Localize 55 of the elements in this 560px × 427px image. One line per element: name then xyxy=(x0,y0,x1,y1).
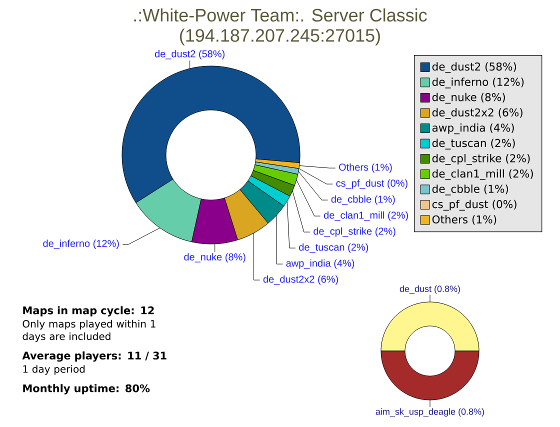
legend-label: de_dust2 xyxy=(432,62,480,74)
text: (0%) xyxy=(388,179,408,189)
text: (8%) xyxy=(481,92,505,102)
legend-label: de_inferno xyxy=(432,78,488,88)
text: Monthly uptime: 80% xyxy=(23,384,150,394)
text: 1 day period xyxy=(23,365,85,375)
category-label: cs_pf_dust xyxy=(336,179,384,189)
text: Only maps played within 1 days are included xyxy=(22,320,156,342)
data-label: (58%) xyxy=(199,50,225,60)
data-label: (0.8%) xyxy=(434,285,460,294)
slice-label: aim_sk_usp_deagle xyxy=(376,408,456,417)
text: Maps in map cycle: 12 xyxy=(23,306,154,316)
data-label: (4%) xyxy=(334,259,354,269)
text: (58%) xyxy=(485,62,516,72)
legend-label: de_cpl_strike xyxy=(432,154,502,165)
chart-title: .:White-Power Team:. Server Classic xyxy=(134,8,427,22)
text: (1%) xyxy=(484,184,508,194)
data-label: (2%) xyxy=(375,227,396,237)
legend-label: Others xyxy=(432,215,468,224)
slice-label: de_tuscan xyxy=(299,243,344,253)
text: (2%) xyxy=(491,138,515,148)
slice-label: de_cpl_strike xyxy=(314,227,372,237)
chart-subtitle: (194.187.207.245:27015) xyxy=(180,28,380,46)
data-label: (1%) xyxy=(372,163,392,173)
legend-label: de_dust2x2 xyxy=(432,108,494,119)
text: (4%) xyxy=(490,123,514,134)
slice-label: Others xyxy=(339,163,368,171)
data-label: (6%) xyxy=(318,275,338,285)
text: (1%) xyxy=(472,215,496,225)
slice-label: de_cbble xyxy=(331,195,372,205)
text: (6%) xyxy=(498,108,522,118)
text: (0%) xyxy=(492,200,516,210)
legend-label: awp_india xyxy=(432,123,485,134)
text: (2%) xyxy=(509,169,533,179)
data-label: (12%) xyxy=(93,240,119,249)
slice-label: de_inferno xyxy=(43,240,90,249)
slice-label: de_dust2x2 xyxy=(263,275,314,285)
slice-label: de_dust2 xyxy=(154,50,196,60)
data-label: (0.8%) xyxy=(458,408,484,417)
text: Average players: 11 / 31 xyxy=(22,351,166,362)
legend-label: de_nuke xyxy=(432,92,476,104)
legend-label: de_tuscan xyxy=(432,138,486,150)
data-label: (8%) xyxy=(226,253,246,262)
data-label: (2%) xyxy=(388,211,408,221)
text: (12%) xyxy=(493,78,524,88)
slice-label: de_clan1_mill xyxy=(324,211,384,221)
data-label: (2%) xyxy=(348,243,368,253)
slice-label: awp_india xyxy=(286,259,331,269)
data-label: (1%) xyxy=(374,195,395,205)
legend-label: cs_pf_dust xyxy=(432,200,488,211)
slice-label: de_dust xyxy=(400,285,432,294)
text: (2%) xyxy=(506,154,530,164)
legend-label: de_cbble xyxy=(432,184,480,196)
legend-label: de_clan1_mill xyxy=(432,169,504,180)
slice-label: de_nuke xyxy=(184,253,222,262)
